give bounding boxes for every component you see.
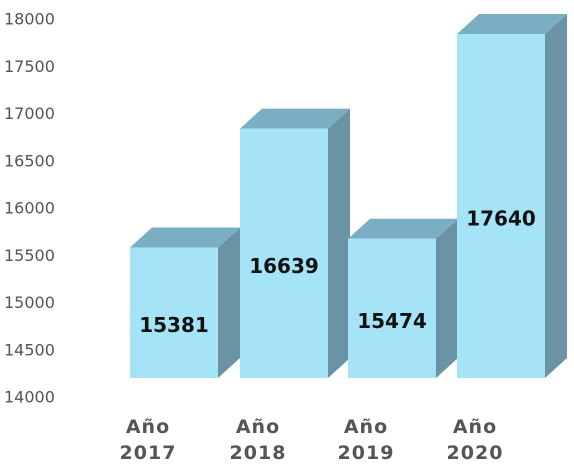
- y-tick-label: 15500: [4, 246, 55, 265]
- bar-front: [457, 34, 545, 379]
- value-label: 15474: [357, 309, 427, 333]
- y-tick-label: 15000: [4, 293, 55, 312]
- bar-top: [240, 108, 350, 129]
- value-label: 17640: [466, 207, 536, 231]
- bar-front: [240, 128, 328, 378]
- bar-side: [218, 227, 240, 378]
- bar-top: [457, 14, 567, 35]
- bar-front: [348, 238, 436, 378]
- y-tick-label: 18000: [4, 10, 55, 29]
- y-tick-label: 17000: [4, 104, 55, 123]
- bar-side: [545, 14, 567, 379]
- x-tick-label: Año 2020: [446, 416, 504, 464]
- value-label: 15381: [139, 313, 209, 337]
- y-tick-label: 16000: [4, 199, 55, 218]
- x-tick-label: Año 2017: [119, 416, 177, 464]
- bar: [240, 108, 350, 378]
- x-tick-label: Año 2018: [229, 416, 287, 464]
- bar-top: [348, 218, 458, 239]
- value-label: 16639: [249, 254, 319, 278]
- y-tick-label: 14500: [4, 340, 55, 359]
- bar: [348, 218, 458, 378]
- y-tick-label: 17500: [4, 57, 55, 76]
- bar: [457, 14, 567, 379]
- bar-side: [328, 108, 350, 378]
- x-tick-label: Año 2019: [337, 416, 395, 464]
- bar-front: [130, 247, 218, 378]
- y-tick-label: 16500: [4, 151, 55, 170]
- bar-side: [436, 218, 458, 378]
- bar-top: [130, 227, 240, 248]
- y-tick-label: 14000: [4, 388, 55, 407]
- bar: [130, 227, 240, 378]
